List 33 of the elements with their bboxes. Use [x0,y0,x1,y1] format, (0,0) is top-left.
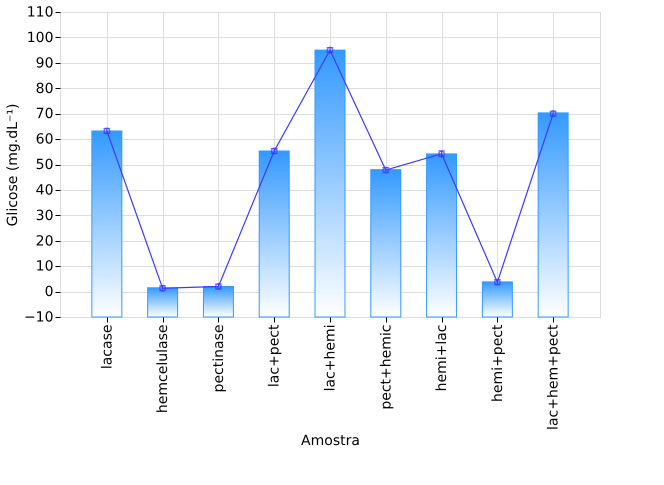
x-axis-title: Amostra [301,432,360,449]
bar [426,153,458,318]
y-tick-label: 40 [36,182,54,198]
y-tick-label: −10 [24,310,54,326]
x-tick-label: hemcelulase [155,324,172,414]
x-tick-label: lacase [99,324,116,370]
x-tick-label: hemi+lac [434,324,450,392]
bar [370,169,402,318]
bar [482,281,513,318]
y-tick-label: 20 [36,233,54,250]
bar [202,286,234,318]
bar [538,112,569,318]
y-tick-label: 100 [26,30,54,46]
x-tick-label: pectinase [210,324,227,392]
y-tick-label: 60 [36,132,54,148]
y-tick-label: 90 [36,55,54,72]
bar [147,287,178,318]
y-tick-label: 30 [36,208,54,224]
x-tick-label: lac+hem+pect [546,324,562,430]
x-tick-label: lac+hemi [322,324,338,392]
x-tick-label: hemi+pect [490,324,506,402]
y-axis-title: Glicose (mg.dL⁻¹) [4,104,21,226]
y-tick-label: 110 [26,4,54,20]
y-tick-label: 50 [36,157,54,173]
y-tick-label: 70 [36,106,54,122]
bar [314,50,346,318]
x-tick-label: pect+hemic [378,324,394,410]
y-tick-label: 0 [44,284,54,300]
y-tick-label: 80 [36,80,54,97]
y-tick-label: 10 [36,258,54,275]
bar [91,130,122,318]
bar [258,150,290,318]
x-tick-label: lac+pect [266,324,283,388]
